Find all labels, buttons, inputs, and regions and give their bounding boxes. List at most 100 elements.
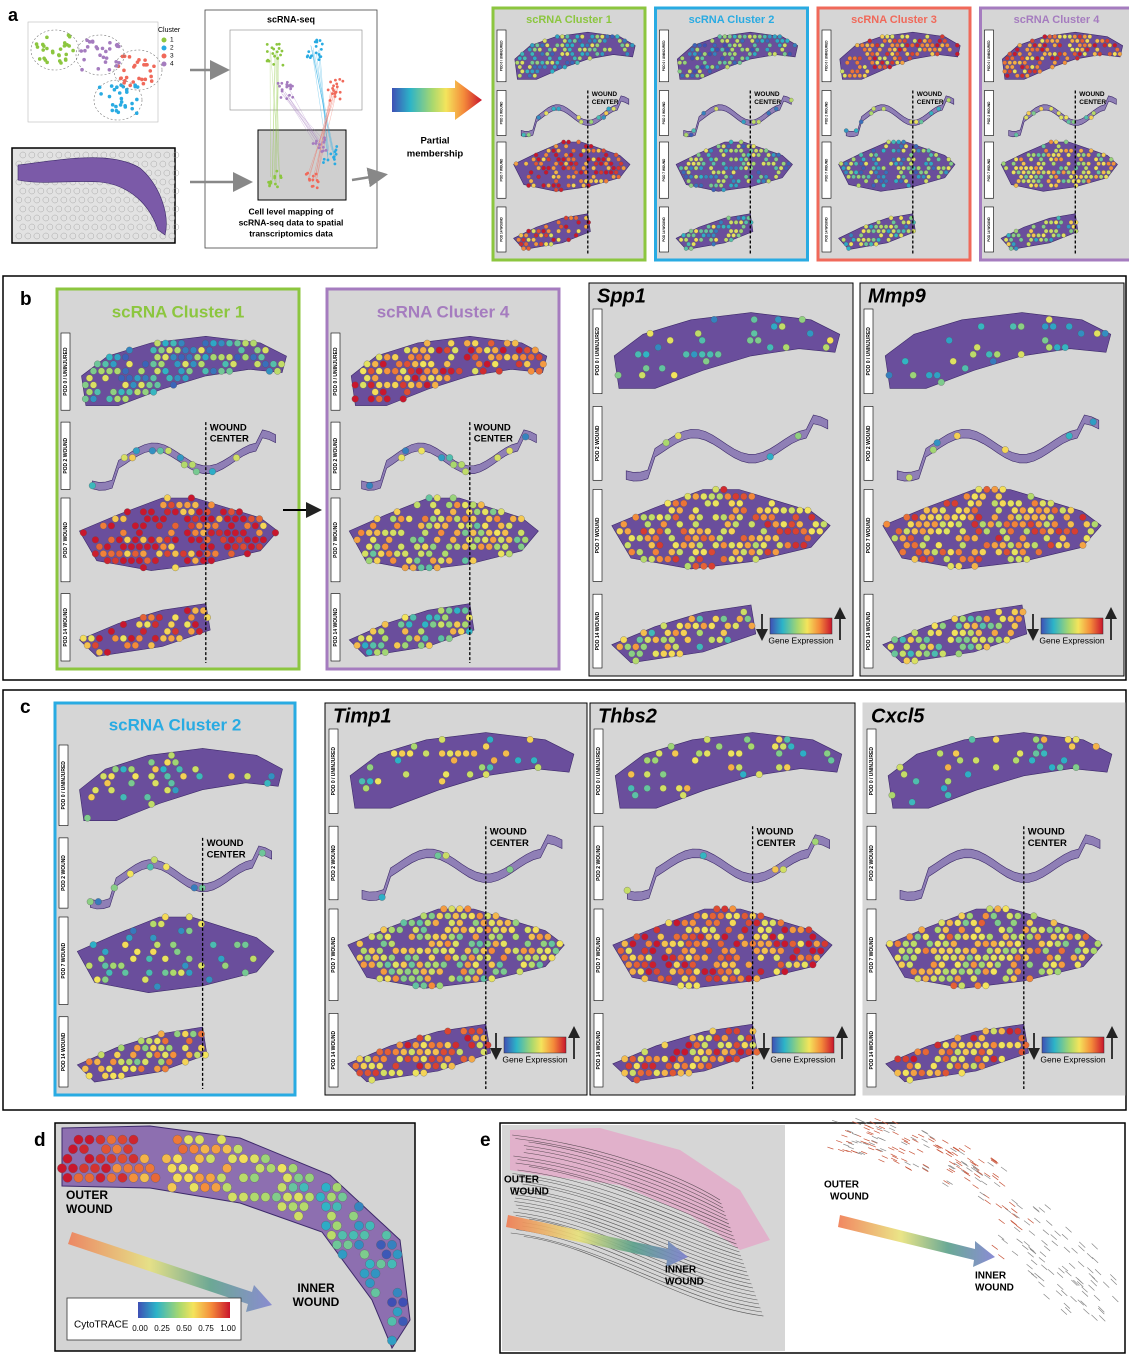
spot [748,493,755,500]
spot [795,433,802,440]
spot [192,766,199,773]
spot [162,969,169,976]
spot [126,1059,133,1066]
spot [865,43,869,47]
spot [982,954,989,961]
spot [1102,330,1109,337]
spot [1028,43,1032,47]
spot [853,56,857,60]
spot [736,514,743,521]
spot [1059,115,1063,119]
spot [1052,233,1056,237]
spot [567,238,571,242]
spot [506,447,513,454]
spot [126,375,133,382]
spot [702,111,706,115]
spot [426,642,433,649]
spot [963,535,970,542]
spot [1097,170,1101,174]
spot [577,220,581,224]
spot [742,162,746,166]
cell-point [101,47,105,51]
spot [462,516,469,523]
spot [783,52,787,56]
spot [590,43,594,47]
spot [859,233,863,237]
spot [1006,1042,1013,1049]
spot [744,175,748,179]
spot [614,170,618,174]
spot [1023,514,1030,521]
spot [186,354,193,361]
spot [714,229,718,233]
spot [703,61,707,65]
spot [416,368,423,375]
spot [1109,166,1113,170]
spot [250,354,257,361]
spot [458,522,465,529]
spot [154,368,161,375]
spot [412,982,419,989]
cell-point [281,50,284,53]
spot [625,1063,632,1070]
spot [444,375,451,382]
spot [1035,56,1039,60]
spot [446,621,453,628]
spot [376,961,383,968]
spot [439,750,446,757]
spot [142,389,149,396]
cell-point [108,95,112,99]
spot [172,522,179,529]
spot [448,947,455,954]
spot [1006,968,1013,975]
spot [472,340,479,347]
spot [468,913,475,920]
spot [484,361,491,368]
spot [294,1212,303,1221]
spot [1054,220,1058,224]
spot [448,354,455,361]
cell-point [99,92,103,96]
spot [548,954,555,961]
spot [1010,65,1014,69]
spot [1039,514,1046,521]
spot [152,557,159,564]
spot [299,1183,308,1192]
spot [565,43,569,47]
spot [971,549,978,556]
spot [438,607,445,614]
spot [664,630,671,637]
spot [889,162,893,166]
spot [684,563,691,570]
spot [982,982,989,989]
cell-point [64,58,68,62]
spot [157,447,164,454]
spot [781,968,788,975]
spot [464,354,471,361]
spot [438,621,445,628]
spot [188,522,195,529]
cell-point [323,136,326,139]
spot [206,976,213,983]
spot [104,649,111,656]
spot [739,229,743,233]
spot [757,179,761,183]
spot [1053,43,1057,47]
spot [86,1059,93,1066]
spot [486,516,493,523]
spot [456,368,463,375]
spot [975,486,982,493]
spot [648,556,655,563]
spot [144,516,151,523]
spot [356,1070,363,1077]
spot [999,500,1006,507]
spot [1042,337,1049,344]
inner-label: WOUND [293,1295,340,1309]
spot [218,368,225,375]
spot [641,961,648,968]
spot [681,920,688,927]
spot [954,1035,961,1042]
spot [522,246,526,250]
spot [772,743,779,750]
spot [1057,233,1061,237]
